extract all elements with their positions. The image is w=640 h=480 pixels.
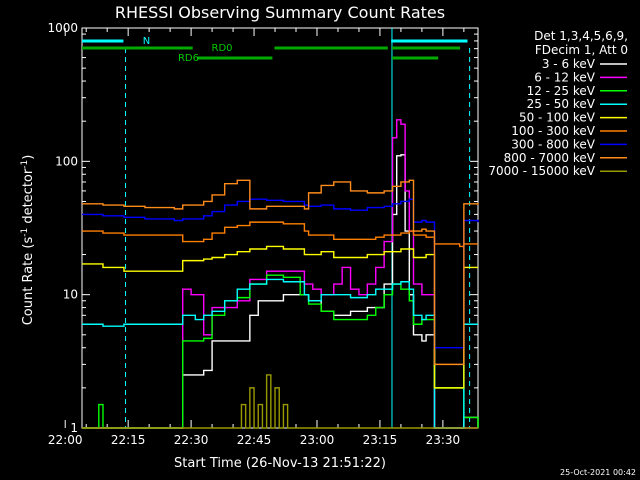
y-label-end: ) — [21, 155, 36, 160]
series-line-1 — [82, 154, 479, 429]
legend-label-1: 3 - 6 keV — [542, 57, 596, 71]
x-axis-label: Start Time (26-Nov-13 21:51:22) — [174, 456, 386, 471]
x-tick-label: 22:45 — [237, 433, 272, 447]
x-tick-label: 22:00 — [48, 433, 83, 447]
legend-label-2: 6 - 12 keV — [534, 70, 596, 84]
legend-header-1: Det 1,3,4,5,6,9, — [534, 29, 628, 43]
y-label-main: Count Rate (s — [21, 237, 36, 326]
y-tick-label: 1 — [70, 421, 78, 435]
legend-label-7: 300 - 800 keV — [511, 137, 595, 151]
n-label: N — [143, 36, 150, 47]
y-tick-label: 1000 — [47, 21, 78, 35]
x-tick-label: 23:15 — [363, 433, 398, 447]
x-tick-label: 23:00 — [300, 433, 335, 447]
x-tick-label: 23:30 — [426, 433, 461, 447]
series-line-8 — [82, 179, 479, 366]
plot-frame — [81, 27, 479, 429]
rd6-label: RD6 — [178, 53, 199, 64]
y-axis-label: Count Rate (s-1 detector-1) — [20, 155, 36, 326]
series-line-5 — [82, 245, 478, 389]
series-line-3 — [82, 274, 479, 429]
legend-header-2: FDecim 1, Att 0 — [535, 43, 628, 57]
timestamp: 25-Oct-2021 00:42 — [560, 468, 636, 477]
series-line-6 — [82, 221, 478, 248]
legend-label-9: 7000 - 15000 keV — [488, 164, 595, 178]
legend: Det 1,3,4,5,6,9, FDecim 1, Att 0 3 - 6 k… — [488, 29, 628, 178]
y-label-mid: detector — [21, 168, 36, 228]
chart-title: RHESSI Observing Summary Count Rates — [115, 3, 445, 22]
legend-label-5: 50 - 100 keV — [519, 111, 596, 125]
y-label-sup2: -1 — [20, 160, 30, 169]
series-line-9 — [82, 374, 478, 429]
series-line-7 — [82, 198, 479, 349]
y-label-sup1: -1 — [20, 228, 30, 237]
x-tick-label: 22:15 — [111, 433, 146, 447]
series-line-2 — [82, 119, 478, 429]
legend-label-4: 25 - 50 keV — [527, 97, 596, 111]
y-tick-label: 100 — [55, 154, 78, 168]
y-tick-label: 10 — [63, 288, 78, 302]
rd0-label: RD0 — [212, 43, 233, 54]
x-tick-label: 22:30 — [174, 433, 209, 447]
legend-label-8: 800 - 7000 keV — [504, 151, 596, 165]
series-line-4 — [82, 278, 478, 429]
plot-area: 1 10 100 1000 22:00 22:15 22:30 22:45 23:00 23:15… — [47, 21, 479, 447]
legend-label-3: 12 - 25 keV — [527, 84, 596, 98]
legend-label-6: 100 - 300 keV — [511, 124, 595, 138]
